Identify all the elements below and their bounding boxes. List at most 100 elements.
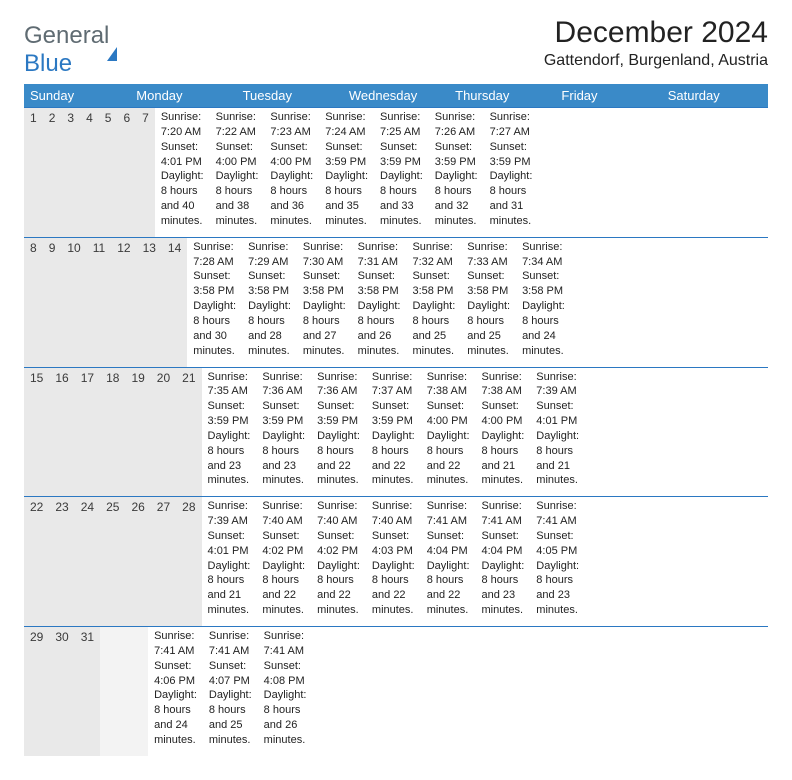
weekday-header: Thursday: [449, 84, 555, 107]
sunrise-line: Sunrise: 7:28 AM: [193, 240, 236, 270]
week: 1234567Sunrise: 7:20 AMSunset: 4:01 PMDa…: [24, 107, 768, 237]
day-number: 26: [125, 497, 150, 626]
daylight-line: Daylight: 8 hours and 28 minutes.: [248, 299, 291, 358]
sunset-line: Sunset: 3:59 PM: [372, 399, 415, 429]
day-cell: Sunrise: 7:30 AMSunset: 3:58 PMDaylight:…: [297, 238, 352, 367]
sunrise-line: Sunrise: 7:39 AM: [208, 499, 251, 529]
sunrise-line: Sunrise: 7:30 AM: [303, 240, 346, 270]
daylight-line: Daylight: 8 hours and 22 minutes.: [372, 429, 415, 488]
sunrise-line: Sunrise: 7:31 AM: [358, 240, 401, 270]
day-number: [124, 627, 136, 756]
day-number: [136, 627, 148, 756]
sunrise-line: Sunrise: 7:40 AM: [262, 499, 305, 529]
daylight-line: Daylight: 8 hours and 23 minutes.: [208, 429, 251, 488]
sunrise-line: Sunrise: 7:36 AM: [262, 370, 305, 400]
daylight-line: Daylight: 8 hours and 22 minutes.: [427, 429, 470, 488]
day-cell: Sunrise: 7:33 AMSunset: 3:58 PMDaylight:…: [461, 238, 516, 367]
sunset-line: Sunset: 3:58 PM: [303, 269, 346, 299]
sunset-line: Sunset: 4:07 PM: [209, 659, 252, 689]
day-cell: Sunrise: 7:27 AMSunset: 3:59 PMDaylight:…: [484, 108, 539, 237]
day-number: 31: [75, 627, 100, 756]
sunrise-line: Sunrise: 7:41 AM: [209, 629, 252, 659]
day-cell: Sunrise: 7:41 AMSunset: 4:05 PMDaylight:…: [530, 497, 585, 626]
calendar: SundayMondayTuesdayWednesdayThursdayFrid…: [24, 84, 768, 756]
sunset-line: Sunset: 3:58 PM: [467, 269, 510, 299]
sunset-line: Sunset: 4:03 PM: [372, 529, 415, 559]
sunset-line: Sunset: 3:59 PM: [325, 140, 368, 170]
sunset-line: Sunset: 4:00 PM: [216, 140, 259, 170]
day-body-row: Sunrise: 7:28 AMSunset: 3:58 PMDaylight:…: [187, 238, 571, 367]
sunrise-line: Sunrise: 7:20 AM: [161, 110, 204, 140]
daylight-line: Daylight: 8 hours and 25 minutes.: [412, 299, 455, 358]
calendar-page: General Blue December 2024 Gattendorf, B…: [0, 0, 792, 780]
day-number: 16: [49, 368, 74, 497]
day-cell: Sunrise: 7:24 AMSunset: 3:59 PMDaylight:…: [319, 108, 374, 237]
day-number-row: 891011121314: [24, 238, 187, 367]
sunrise-line: Sunrise: 7:37 AM: [372, 370, 415, 400]
day-number: [100, 627, 112, 756]
logo-word-1: General: [24, 22, 109, 49]
sunset-line: Sunset: 3:59 PM: [380, 140, 423, 170]
weekday-header: Wednesday: [343, 84, 449, 107]
logo-triangle-icon: [107, 30, 117, 61]
page-subtitle: Gattendorf, Burgenland, Austria: [544, 52, 768, 70]
day-cell: [348, 627, 360, 756]
sunrise-line: Sunrise: 7:22 AM: [216, 110, 259, 140]
sunset-line: Sunset: 4:01 PM: [161, 140, 204, 170]
day-cell: Sunrise: 7:41 AMSunset: 4:06 PMDaylight:…: [148, 627, 203, 756]
sunrise-line: Sunrise: 7:38 AM: [427, 370, 470, 400]
day-number: 20: [151, 368, 176, 497]
logo-text: General Blue: [24, 22, 117, 78]
sunset-line: Sunset: 3:59 PM: [317, 399, 360, 429]
day-cell: Sunrise: 7:28 AMSunset: 3:58 PMDaylight:…: [187, 238, 242, 367]
week: 891011121314Sunrise: 7:28 AMSunset: 3:58…: [24, 237, 768, 367]
sunset-line: Sunset: 3:58 PM: [412, 269, 455, 299]
day-cell: Sunrise: 7:23 AMSunset: 4:00 PMDaylight:…: [264, 108, 319, 237]
sunrise-line: Sunrise: 7:23 AM: [270, 110, 313, 140]
day-cell: [312, 627, 324, 756]
daylight-line: Daylight: 8 hours and 21 minutes.: [482, 429, 525, 488]
sunset-line: Sunset: 3:59 PM: [208, 399, 251, 429]
daylight-line: Daylight: 8 hours and 25 minutes.: [467, 299, 510, 358]
sunrise-line: Sunrise: 7:29 AM: [248, 240, 291, 270]
day-number: 11: [87, 238, 111, 367]
sunset-line: Sunset: 4:02 PM: [262, 529, 305, 559]
daylight-line: Daylight: 8 hours and 23 minutes.: [536, 559, 579, 618]
weekday-header: Sunday: [24, 84, 130, 107]
day-cell: Sunrise: 7:29 AMSunset: 3:58 PMDaylight:…: [242, 238, 297, 367]
day-number: 8: [24, 238, 43, 367]
sunrise-line: Sunrise: 7:40 AM: [317, 499, 360, 529]
sunrise-line: Sunrise: 7:40 AM: [372, 499, 415, 529]
sunrise-line: Sunrise: 7:33 AM: [467, 240, 510, 270]
daylight-line: Daylight: 8 hours and 22 minutes.: [317, 559, 360, 618]
daylight-line: Daylight: 8 hours and 22 minutes.: [427, 559, 470, 618]
day-cell: Sunrise: 7:40 AMSunset: 4:02 PMDaylight:…: [256, 497, 311, 626]
day-number: 18: [100, 368, 125, 497]
sunset-line: Sunset: 3:59 PM: [435, 140, 478, 170]
day-cell: Sunrise: 7:38 AMSunset: 4:00 PMDaylight:…: [421, 368, 476, 497]
title-block: December 2024 Gattendorf, Burgenland, Au…: [544, 16, 768, 70]
daylight-line: Daylight: 8 hours and 27 minutes.: [303, 299, 346, 358]
day-cell: Sunrise: 7:39 AMSunset: 4:01 PMDaylight:…: [202, 497, 257, 626]
sunrise-line: Sunrise: 7:38 AM: [482, 370, 525, 400]
daylight-line: Daylight: 8 hours and 22 minutes.: [317, 429, 360, 488]
day-number-row: 22232425262728: [24, 497, 202, 626]
daylight-line: Daylight: 8 hours and 23 minutes.: [262, 429, 305, 488]
day-cell: Sunrise: 7:40 AMSunset: 4:03 PMDaylight:…: [366, 497, 421, 626]
day-number: 17: [75, 368, 100, 497]
day-cell: Sunrise: 7:35 AMSunset: 3:59 PMDaylight:…: [202, 368, 257, 497]
day-number: 3: [61, 108, 80, 237]
daylight-line: Daylight: 8 hours and 33 minutes.: [380, 169, 423, 228]
week: 15161718192021Sunrise: 7:35 AMSunset: 3:…: [24, 367, 768, 497]
day-cell: [324, 627, 336, 756]
day-cell: Sunrise: 7:37 AMSunset: 3:59 PMDaylight:…: [366, 368, 421, 497]
page-title: December 2024: [544, 16, 768, 50]
week: 22232425262728Sunrise: 7:39 AMSunset: 4:…: [24, 496, 768, 626]
weekday-header: Friday: [555, 84, 661, 107]
sunrise-line: Sunrise: 7:34 AM: [522, 240, 565, 270]
sunset-line: Sunset: 4:00 PM: [427, 399, 470, 429]
daylight-line: Daylight: 8 hours and 23 minutes.: [482, 559, 525, 618]
sunset-line: Sunset: 4:00 PM: [482, 399, 525, 429]
day-cell: Sunrise: 7:36 AMSunset: 3:59 PMDaylight:…: [311, 368, 366, 497]
daylight-line: Daylight: 8 hours and 22 minutes.: [262, 559, 305, 618]
